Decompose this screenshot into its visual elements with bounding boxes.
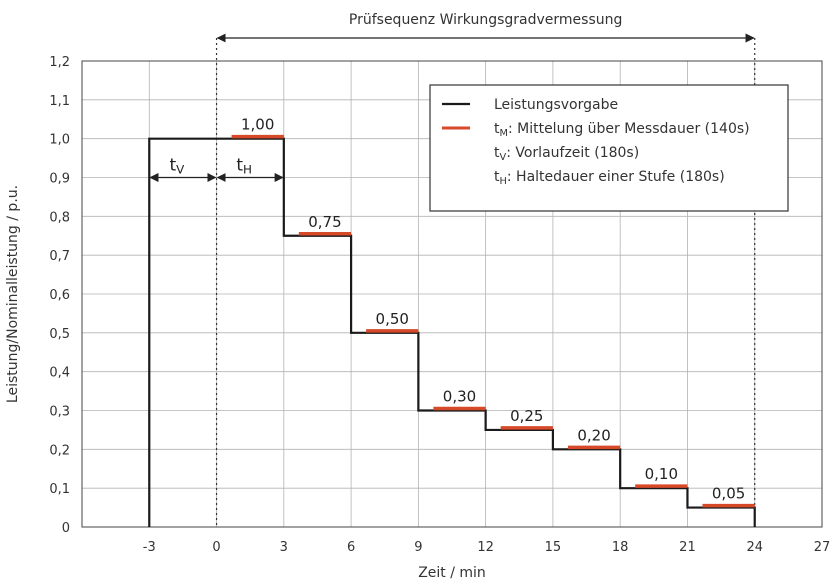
series bbox=[148, 137, 756, 527]
x-axis-label: Zeit / min bbox=[418, 565, 486, 581]
x-tick-label: 3 bbox=[280, 540, 288, 555]
legend-item-label: tV: Vorlaufzeit (180s) bbox=[494, 145, 639, 163]
legend-item-label: tM: Mittelung über Messdauer (140s) bbox=[494, 121, 750, 139]
annotations: tV tH bbox=[149, 156, 284, 183]
series-leistungsvorgabe bbox=[148, 137, 756, 527]
y-tick-label: 0,7 bbox=[49, 249, 70, 264]
annotation-label: tV bbox=[170, 156, 186, 177]
data-label: 0,10 bbox=[645, 465, 678, 483]
data-label: 1,00 bbox=[241, 116, 274, 134]
title-group: Prüfsequenz Wirkungsgradvermessung bbox=[216, 12, 755, 43]
data-label: 0,20 bbox=[577, 426, 610, 444]
y-tick-labels: 0 0,1 0,2 0,3 0,4 0,5 0,6 0,7 0,8 0,9 1,0 1,1 1,2 bbox=[49, 55, 70, 536]
data-label: 0,05 bbox=[712, 485, 745, 503]
legend: Leistungsvorgabe tM: Mittelung über Messd… bbox=[429, 84, 789, 212]
x-tick-label: -3 bbox=[143, 540, 156, 555]
plot-frame bbox=[81, 60, 823, 528]
y-tick-label: 0,2 bbox=[49, 443, 70, 458]
chart-title: Prüfsequenz Wirkungsgradvermessung bbox=[349, 12, 622, 28]
x-tick-label: 12 bbox=[477, 540, 494, 555]
y-axis-label: Leistung/Nominalleistung / p.u. bbox=[5, 185, 21, 403]
y-tick-label: 0 bbox=[62, 521, 70, 536]
y-tick-label: 0,9 bbox=[49, 172, 70, 187]
annotation-label: tH bbox=[236, 156, 252, 177]
data-label: 0,30 bbox=[443, 388, 476, 406]
x-tick-label: 24 bbox=[746, 540, 763, 555]
y-tick-label: 0,8 bbox=[49, 210, 70, 225]
y-tick-label: 0,1 bbox=[49, 482, 70, 497]
legend-box bbox=[429, 84, 789, 212]
x-tick-label: 27 bbox=[814, 540, 830, 555]
x-tick-label: 15 bbox=[545, 540, 562, 555]
y-tick-label: 1,0 bbox=[49, 133, 70, 148]
x-tick-labels: -3 0 3 6 9 12 15 18 21 24 27 bbox=[143, 540, 830, 555]
x-tick-label: 18 bbox=[612, 540, 629, 555]
y-tick-label: 0,6 bbox=[49, 288, 70, 303]
legend-item-label: tH: Haltedauer einer Stufe (180s) bbox=[494, 169, 725, 187]
y-tick-label: 1,2 bbox=[49, 55, 70, 70]
x-tick-label: 0 bbox=[212, 540, 220, 555]
y-tick-label: 0,5 bbox=[49, 327, 70, 342]
legend-item-label: Leistungsvorgabe bbox=[494, 97, 618, 113]
x-tick-label: 9 bbox=[414, 540, 422, 555]
x-tick-label: 6 bbox=[347, 540, 355, 555]
data-label: 0,50 bbox=[376, 310, 409, 328]
y-tick-label: 0,4 bbox=[49, 366, 70, 381]
x-tick-label: 21 bbox=[679, 540, 696, 555]
measurement-segments: 1,00 0,75 0,50 0,30 0,25 0,20 0,10 0,05 bbox=[231, 116, 755, 508]
y-tick-label: 1,1 bbox=[49, 94, 70, 109]
y-tick-label: 0,3 bbox=[49, 405, 70, 420]
data-label: 0,25 bbox=[510, 407, 543, 425]
data-label: 0,75 bbox=[308, 213, 341, 231]
